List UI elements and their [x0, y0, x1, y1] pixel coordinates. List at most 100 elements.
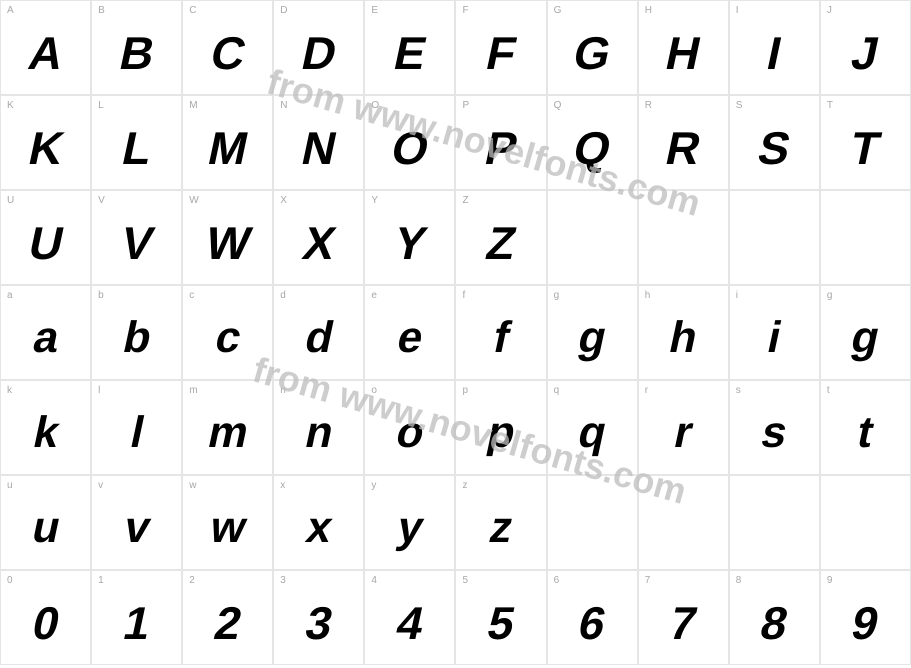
cell-label: z [462, 480, 467, 491]
cell-label: q [554, 385, 560, 396]
cell-label: G [554, 5, 562, 16]
cell-label: o [371, 385, 377, 396]
cell-glyph: n [301, 408, 338, 458]
cell-label: a [7, 290, 13, 301]
cell-label: S [736, 100, 743, 111]
cell-glyph: I [763, 26, 786, 80]
glyph-cell [820, 190, 911, 285]
cell-glyph: i [763, 313, 785, 363]
cell-glyph: w [206, 503, 250, 553]
glyph-cell: xx [273, 475, 364, 570]
glyph-cell: II [729, 0, 820, 95]
cell-label: r [645, 385, 648, 396]
glyph-cell: YY [364, 190, 455, 285]
cell-glyph: X [298, 216, 339, 270]
cell-label: 4 [371, 575, 377, 586]
cell-glyph: 1 [119, 596, 155, 650]
cell-glyph: L [117, 121, 156, 175]
cell-label: U [7, 195, 14, 206]
cell-glyph: K [24, 121, 68, 175]
glyph-grid: AABBCCDDEEFFGGHHIIJJKKLLMMNNOOPPQQRRSSTT… [0, 0, 911, 665]
cell-glyph: r [670, 408, 697, 458]
cell-glyph: 4 [392, 596, 428, 650]
glyph-cell: qq [547, 380, 638, 475]
cell-label: d [280, 290, 286, 301]
cell-glyph: p [483, 408, 520, 458]
glyph-cell: yy [364, 475, 455, 570]
cell-label: v [98, 480, 103, 491]
glyph-cell: LL [91, 95, 182, 190]
cell-label: m [189, 385, 197, 396]
cell-glyph: C [206, 26, 250, 80]
glyph-cell: bb [91, 285, 182, 380]
cell-label: I [736, 5, 739, 16]
glyph-cell: 11 [91, 570, 182, 665]
cell-label: 0 [7, 575, 13, 586]
cell-glyph: x [302, 503, 336, 553]
cell-label: i [736, 290, 738, 301]
glyph-cell: 77 [638, 570, 729, 665]
glyph-cell: vv [91, 475, 182, 570]
glyph-cell: ii [729, 285, 820, 380]
glyph-cell: WW [182, 190, 273, 285]
cell-glyph: e [393, 313, 427, 363]
glyph-cell [638, 190, 729, 285]
cell-label: N [280, 100, 287, 111]
glyph-cell: ll [91, 380, 182, 475]
cell-label: g [554, 290, 560, 301]
glyph-cell: ff [455, 285, 546, 380]
glyph-cell: MM [182, 95, 273, 190]
cell-label: J [827, 5, 832, 16]
cell-glyph: J [847, 26, 883, 80]
glyph-cell: TT [820, 95, 911, 190]
glyph-cell [638, 475, 729, 570]
cell-label: g [827, 290, 833, 301]
cell-label: F [462, 5, 468, 16]
glyph-cell: PP [455, 95, 546, 190]
glyph-cell: 99 [820, 570, 911, 665]
glyph-cell: 33 [273, 570, 364, 665]
glyph-cell: QQ [547, 95, 638, 190]
cell-glyph: k [28, 408, 62, 458]
cell-glyph: E [389, 26, 430, 80]
cell-glyph: q [574, 408, 611, 458]
glyph-cell: pp [455, 380, 546, 475]
cell-label: x [280, 480, 285, 491]
cell-label: k [7, 385, 12, 396]
cell-label: A [7, 5, 14, 16]
cell-glyph: O [387, 121, 433, 175]
cell-glyph: m [203, 408, 252, 458]
glyph-cell: oo [364, 380, 455, 475]
cell-label: n [280, 385, 286, 396]
glyph-cell [729, 475, 820, 570]
glyph-cell: kk [0, 380, 91, 475]
cell-label: l [98, 385, 100, 396]
cell-label: p [462, 385, 468, 396]
cell-glyph: v [120, 503, 154, 553]
cell-glyph: y [393, 503, 427, 553]
cell-label: X [280, 195, 287, 206]
cell-glyph: S [754, 121, 795, 175]
glyph-cell: VV [91, 190, 182, 285]
cell-label: 3 [280, 575, 286, 586]
cell-glyph: t [853, 408, 877, 458]
cell-label: C [189, 5, 196, 16]
glyph-cell [729, 190, 820, 285]
cell-glyph: g [574, 313, 611, 363]
cell-label: y [371, 480, 376, 491]
cell-label: B [98, 5, 105, 16]
cell-label: f [462, 290, 465, 301]
glyph-cell: 22 [182, 570, 273, 665]
cell-glyph: s [757, 408, 791, 458]
cell-glyph: 0 [28, 596, 64, 650]
cell-label: 5 [462, 575, 468, 586]
glyph-cell: rr [638, 380, 729, 475]
cell-glyph: b [118, 313, 155, 363]
cell-glyph: f [489, 313, 513, 363]
cell-label: h [645, 290, 651, 301]
glyph-cell: uu [0, 475, 91, 570]
glyph-cell: 44 [364, 570, 455, 665]
cell-glyph: 9 [847, 596, 883, 650]
cell-label: c [189, 290, 194, 301]
cell-label: e [371, 290, 377, 301]
